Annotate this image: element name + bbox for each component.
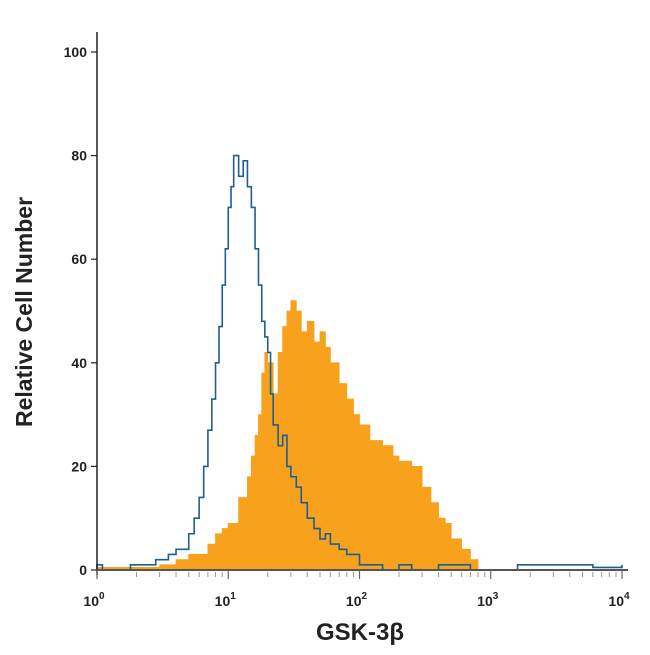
y-ticks: 0 20 40 60 80 100 — [64, 44, 97, 578]
y-tick-label: 100 — [64, 44, 88, 60]
y-tick-label: 60 — [71, 251, 87, 267]
series-layer — [96, 154, 623, 571]
outline-histogram-series — [96, 154, 623, 571]
x-tick-label: 100 — [83, 591, 105, 609]
x-tick-label: 104 — [608, 591, 630, 609]
x-tick-label: 102 — [346, 591, 368, 609]
x-tick-label: 101 — [215, 591, 237, 609]
x-axis-label: GSK-3β — [316, 619, 404, 646]
y-axis-label: Relative Cell Number — [11, 197, 37, 427]
y-tick-label: 80 — [71, 148, 87, 164]
x-ticks: 100 101 102 103 104 — [83, 570, 630, 609]
y-tick-label: 0 — [79, 562, 87, 578]
y-tick-label: 40 — [71, 355, 87, 371]
x-tick-label: 103 — [477, 591, 499, 609]
y-tick-label: 20 — [71, 458, 87, 474]
